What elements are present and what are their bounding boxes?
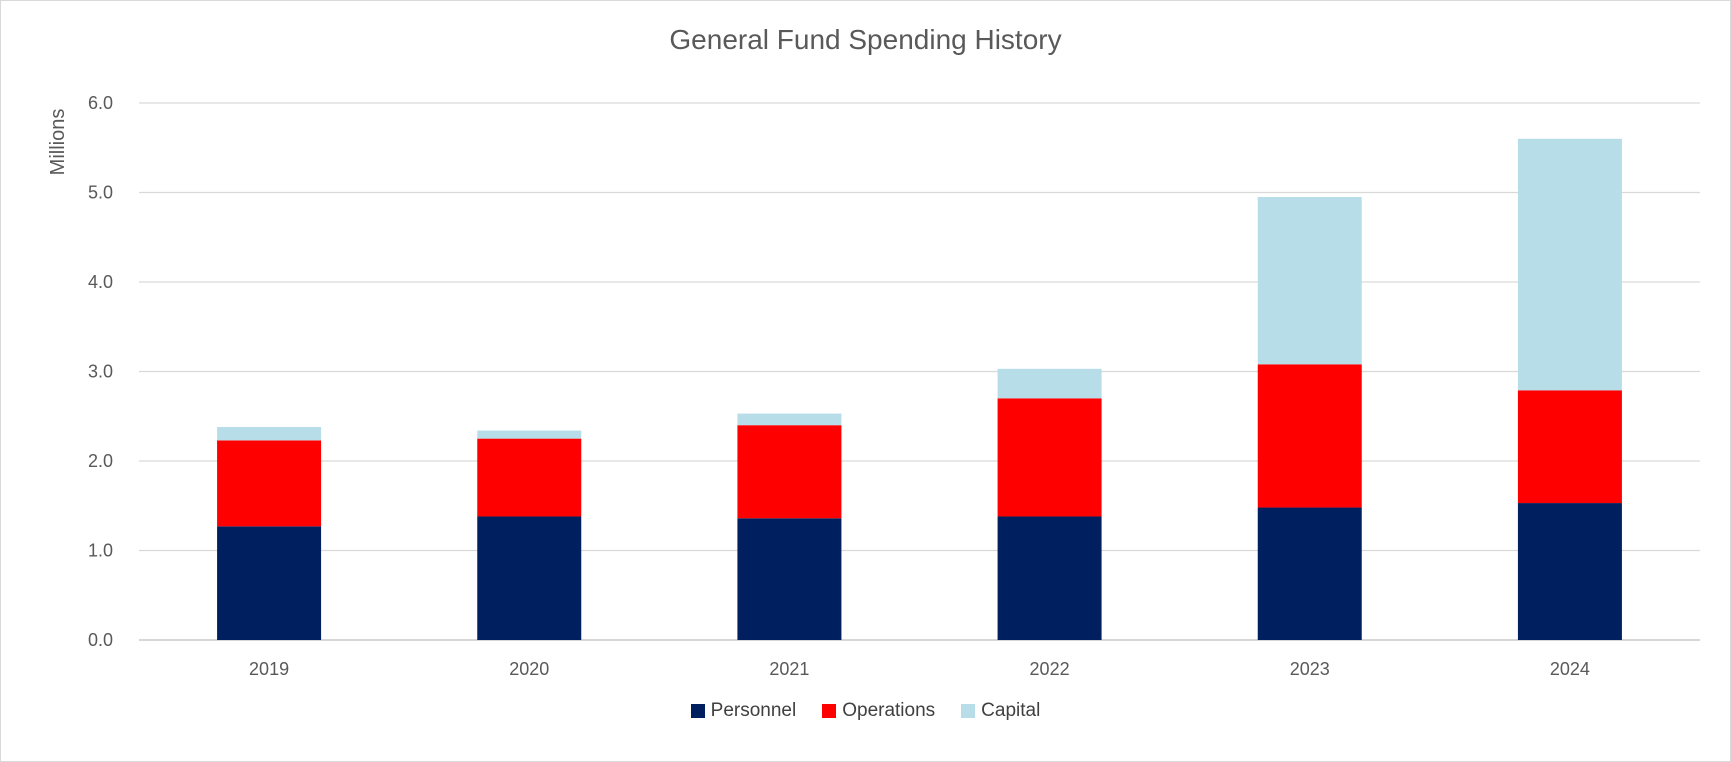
y-tick-label: 1.0 — [88, 541, 113, 561]
y-tick-label: 0.0 — [88, 630, 113, 650]
legend-label: Operations — [842, 700, 936, 721]
x-tick-label: 2024 — [1550, 659, 1590, 679]
legend-item: Operations — [822, 700, 935, 722]
legend-label: Capital — [981, 700, 1041, 721]
legend-item: Capital — [961, 700, 1040, 722]
bar-personnel-2024 — [1517, 503, 1622, 640]
legend-swatch — [961, 704, 976, 718]
bar-capital-2021 — [737, 413, 842, 426]
bar-operations-2024 — [1517, 390, 1622, 504]
legend-label: Personnel — [710, 700, 797, 721]
bar-capital-2022 — [997, 368, 1102, 399]
gridlines — [139, 102, 1700, 641]
bar-operations-2019 — [217, 440, 322, 527]
x-tick-label: 2019 — [249, 659, 289, 679]
x-tick-label: 2023 — [1290, 659, 1330, 679]
y-tick-label: 4.0 — [88, 272, 113, 292]
bar-capital-2023 — [1257, 196, 1362, 365]
y-tick-label: 6.0 — [88, 93, 113, 113]
bar-operations-2022 — [997, 398, 1102, 517]
bar-operations-2023 — [1257, 364, 1362, 508]
legend: Personnel Operations Capital — [0, 700, 1731, 722]
x-tick-label: 2020 — [509, 659, 549, 679]
x-axis-ticks: 2019 2020 2021 2022 2023 2024 — [249, 659, 1590, 679]
bar-capital-2020 — [477, 430, 582, 439]
bar-capital-2024 — [1517, 138, 1622, 391]
bar-capital-2019 — [217, 426, 322, 441]
bar-personnel-2020 — [477, 516, 582, 640]
legend-swatch — [690, 704, 705, 718]
y-axis-ticks: 0.0 1.0 2.0 3.0 4.0 5.0 6.0 — [88, 93, 113, 650]
y-axis-label: Millions — [47, 109, 69, 176]
legend-swatch — [822, 704, 837, 718]
bars — [217, 138, 1622, 640]
bar-operations-2021 — [737, 425, 842, 519]
bar-personnel-2023 — [1257, 507, 1362, 640]
legend-item: Personnel — [690, 700, 797, 722]
bar-personnel-2021 — [737, 518, 842, 640]
y-tick-label: 3.0 — [88, 362, 113, 382]
chart-title: General Fund Spending History — [669, 24, 1062, 55]
bar-personnel-2022 — [997, 516, 1102, 640]
bar-operations-2020 — [477, 438, 582, 517]
x-tick-label: 2021 — [769, 659, 809, 679]
y-tick-label: 2.0 — [88, 451, 113, 471]
y-tick-label: 5.0 — [88, 183, 113, 203]
bar-personnel-2019 — [217, 526, 322, 640]
x-tick-label: 2022 — [1030, 659, 1070, 679]
